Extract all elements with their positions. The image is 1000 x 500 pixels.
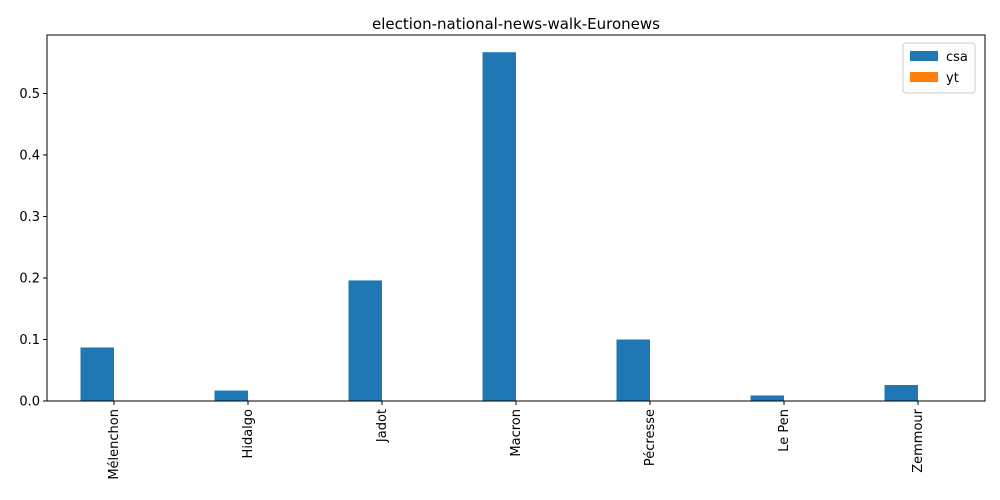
- y-tick-label: 0.5: [19, 87, 40, 102]
- y-tick-label: 0.0: [19, 395, 40, 410]
- x-tick-label: Jadot: [375, 409, 390, 443]
- x-tick-label: Zemmour: [911, 408, 926, 472]
- bar-csa-0: [80, 347, 114, 401]
- x-tick-label: Le Pen: [777, 409, 792, 452]
- legend: csa yt: [902, 42, 976, 94]
- bar-csa-4: [616, 339, 650, 401]
- chart-title: election-national-news-walk-Euronews: [372, 15, 660, 33]
- legend-swatch-yt: [910, 72, 938, 82]
- bars-group: [80, 52, 918, 401]
- bar-csa-5: [750, 395, 784, 401]
- legend-label-yt: yt: [946, 71, 959, 86]
- y-axis-ticks: 0.0 0.1 0.2 0.3 0.4 0.5: [19, 87, 47, 410]
- y-tick-label: 0.2: [19, 271, 40, 286]
- x-tick-label: Macron: [509, 409, 524, 457]
- y-tick-label: 0.3: [19, 210, 40, 225]
- x-tick-label: Mélenchon: [107, 409, 122, 480]
- plot-frame: [46, 34, 986, 402]
- x-axis-ticks: Mélenchon Hidalgo Jadot Macron Pécresse Le Pe…: [107, 401, 926, 480]
- bar-csa-6: [884, 385, 918, 401]
- y-tick-label: 0.1: [19, 333, 40, 348]
- y-tick-label: 0.4: [19, 148, 40, 163]
- bar-csa-1: [214, 390, 248, 401]
- bar-csa-2: [348, 280, 382, 401]
- x-tick-label: Pécresse: [643, 409, 658, 466]
- x-tick-label: Hidalgo: [241, 409, 256, 458]
- legend-label-csa: csa: [946, 50, 968, 65]
- legend-swatch-csa: [910, 51, 938, 61]
- bar-csa-3: [482, 52, 516, 401]
